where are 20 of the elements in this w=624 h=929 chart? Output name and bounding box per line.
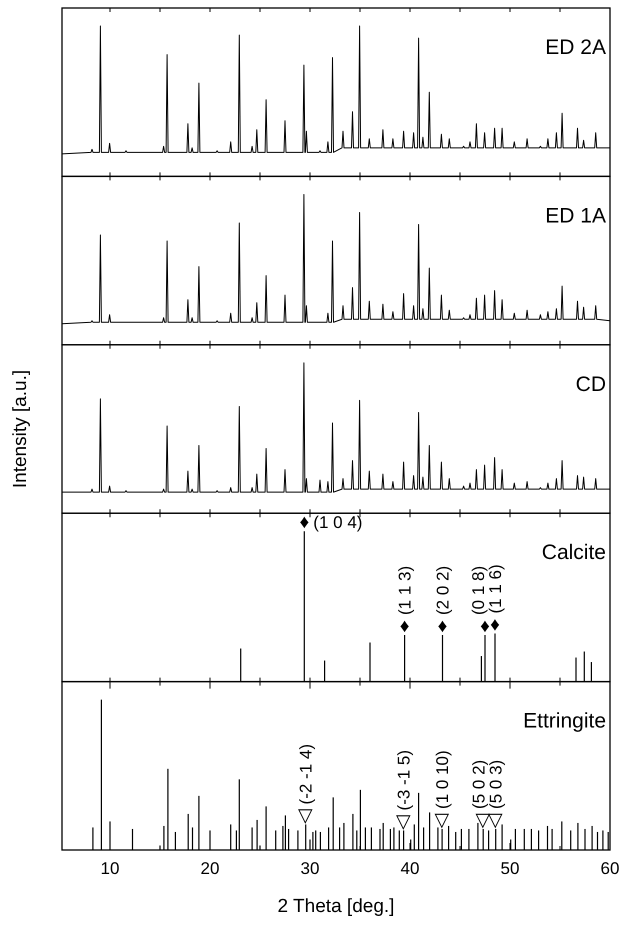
text: ED 2A	[545, 36, 606, 59]
x-tick-label: 60	[600, 859, 620, 878]
annotation: ▽(-2 -1 4)	[296, 744, 316, 826]
annotation: ▽(-3 -1 5)	[394, 750, 414, 832]
text: Ettringite	[523, 710, 606, 733]
annotation: ▽(5 0 3)	[486, 760, 506, 831]
x-tick-label: 20	[200, 859, 220, 878]
x-axis-title: 2 Theta [deg.]	[278, 896, 394, 917]
x-tick-label: 40	[400, 859, 420, 878]
annotation: ♦(1 0 4)	[299, 512, 362, 534]
y-axis-title: Intensity [a.u.]	[10, 370, 31, 488]
annotation: ♦(2 0 2)	[434, 566, 452, 637]
x-tick-label: 30	[300, 859, 320, 878]
text: ED 1A	[545, 204, 606, 228]
text: CD	[576, 372, 606, 396]
annotation: ♦(1 1 3)	[396, 566, 415, 637]
text: Calcite	[542, 541, 606, 564]
x-tick-label: 10	[100, 859, 120, 878]
x-tick-label: 50	[500, 859, 520, 878]
annotation: ▽(1 0 10)	[433, 750, 452, 831]
